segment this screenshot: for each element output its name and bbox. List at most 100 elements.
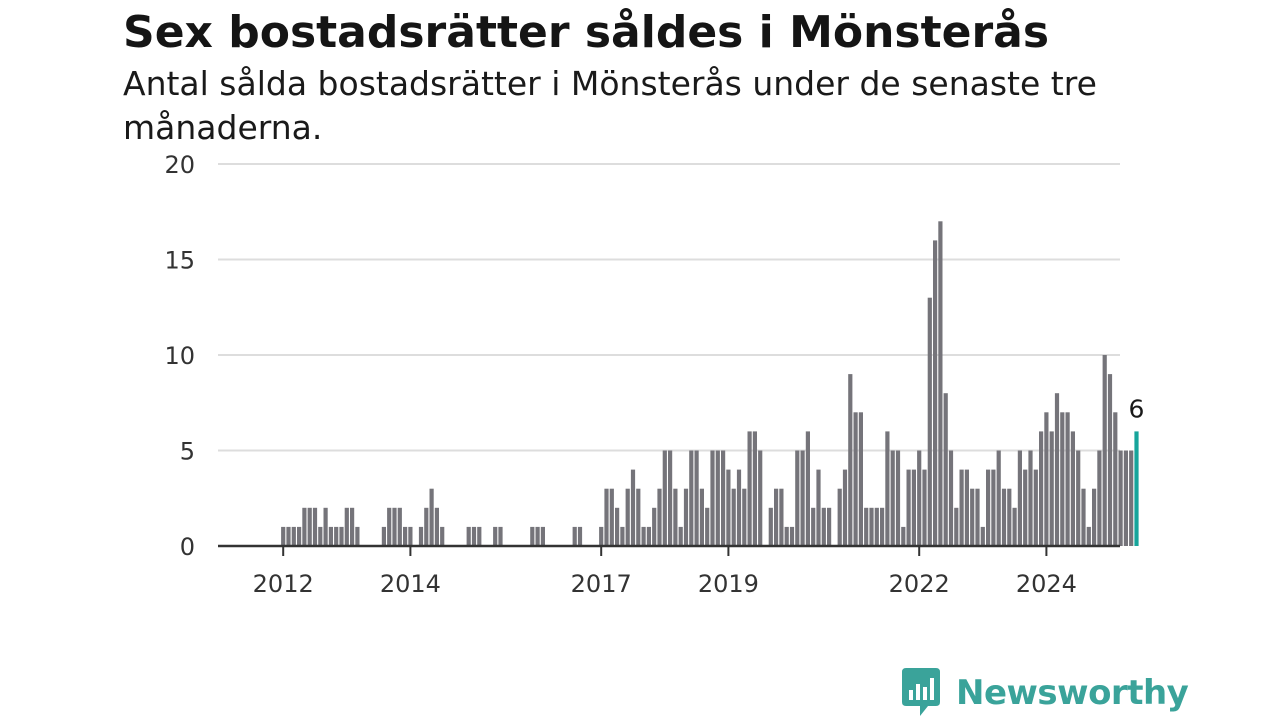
- bar: [646, 526, 651, 546]
- bar: [954, 507, 959, 546]
- bar: [1070, 431, 1075, 546]
- bar: [699, 488, 704, 546]
- bars: [281, 221, 1139, 547]
- bar: [477, 526, 482, 546]
- bar: [350, 507, 355, 546]
- bar: [668, 450, 673, 546]
- bar: [885, 431, 890, 546]
- bar: [1039, 431, 1044, 546]
- bar: [689, 450, 694, 546]
- bar: [959, 469, 964, 546]
- bar: [339, 526, 344, 546]
- bar: [1118, 450, 1123, 546]
- bar: [726, 469, 731, 546]
- bar: [747, 431, 752, 546]
- bar: [328, 526, 333, 546]
- bar: [641, 526, 646, 546]
- gridlines: [218, 163, 1120, 452]
- bar: [381, 526, 386, 546]
- bar: [636, 488, 641, 546]
- bar: [694, 450, 699, 546]
- bar: [530, 526, 535, 546]
- bar: [1044, 412, 1049, 546]
- bar: [403, 526, 408, 546]
- bar: [440, 526, 445, 546]
- bar: [1065, 412, 1070, 546]
- bar: [434, 507, 439, 546]
- bar: [970, 488, 975, 546]
- bar: [874, 507, 879, 546]
- bar: [652, 507, 657, 546]
- bar: [1012, 507, 1017, 546]
- newsworthy-logo: Newsworthy: [900, 668, 1189, 718]
- bar: [424, 507, 429, 546]
- bar: [710, 450, 715, 546]
- bar: [1060, 412, 1065, 546]
- y-tick-label: 15: [164, 247, 195, 275]
- bar: [980, 526, 985, 546]
- bar: [890, 450, 895, 546]
- bar: [1028, 450, 1033, 546]
- bar: [535, 526, 540, 546]
- bar: [789, 526, 795, 546]
- bar: [429, 488, 434, 546]
- bar: [827, 507, 832, 546]
- bar: [466, 526, 471, 546]
- bar: [1102, 355, 1107, 546]
- bar: [705, 507, 710, 546]
- bar: [281, 526, 286, 546]
- newsworthy-logo-icon: [902, 668, 940, 716]
- bar: [471, 526, 477, 546]
- bar: [1001, 488, 1007, 546]
- bar: [895, 450, 901, 546]
- bar: [901, 526, 906, 546]
- bar: [922, 469, 927, 546]
- bar: [742, 488, 747, 546]
- newsworthy-logo-text: Newsworthy: [956, 673, 1189, 713]
- bar: [615, 507, 620, 546]
- bar: [869, 507, 874, 546]
- bar: [625, 488, 630, 546]
- x-tick-label: 2017: [571, 570, 632, 598]
- y-tick-label: 0: [180, 533, 195, 561]
- bar: [387, 507, 392, 546]
- bar: [996, 450, 1001, 546]
- bar: [1033, 469, 1038, 546]
- bar: [297, 526, 302, 546]
- axes: [218, 544, 1120, 556]
- bar: [577, 526, 583, 546]
- bar: [678, 526, 683, 546]
- bar: [1086, 526, 1091, 546]
- bar: [318, 526, 323, 546]
- bar: [768, 507, 773, 546]
- bar: [758, 450, 763, 546]
- bar: [493, 526, 498, 546]
- bar: [1129, 450, 1134, 546]
- bar: [1054, 393, 1060, 546]
- bar: [911, 469, 916, 546]
- bar: [662, 450, 667, 546]
- bar: [286, 526, 291, 546]
- bar: [397, 507, 402, 546]
- chart-title: Sex bostadsrätter såldes i Mönsterås: [123, 7, 1050, 58]
- bar: [1123, 450, 1128, 546]
- bar: [853, 412, 858, 546]
- x-tick-label: 2022: [889, 570, 950, 598]
- y-tick-label: 5: [180, 438, 195, 466]
- bar: [779, 488, 784, 546]
- bar: [323, 507, 328, 546]
- bar: [938, 221, 943, 547]
- bar: [864, 507, 869, 546]
- bar: [609, 488, 614, 546]
- bar: [795, 450, 800, 546]
- bar: [1097, 450, 1102, 546]
- bar: [991, 469, 996, 546]
- bar: [604, 488, 609, 546]
- x-tick-label: 2012: [253, 570, 314, 598]
- x-tick-label: 2014: [380, 570, 441, 598]
- x-tick-label: 2019: [698, 570, 759, 598]
- bar: [964, 469, 969, 546]
- bar: [948, 450, 954, 546]
- bar: [721, 450, 726, 546]
